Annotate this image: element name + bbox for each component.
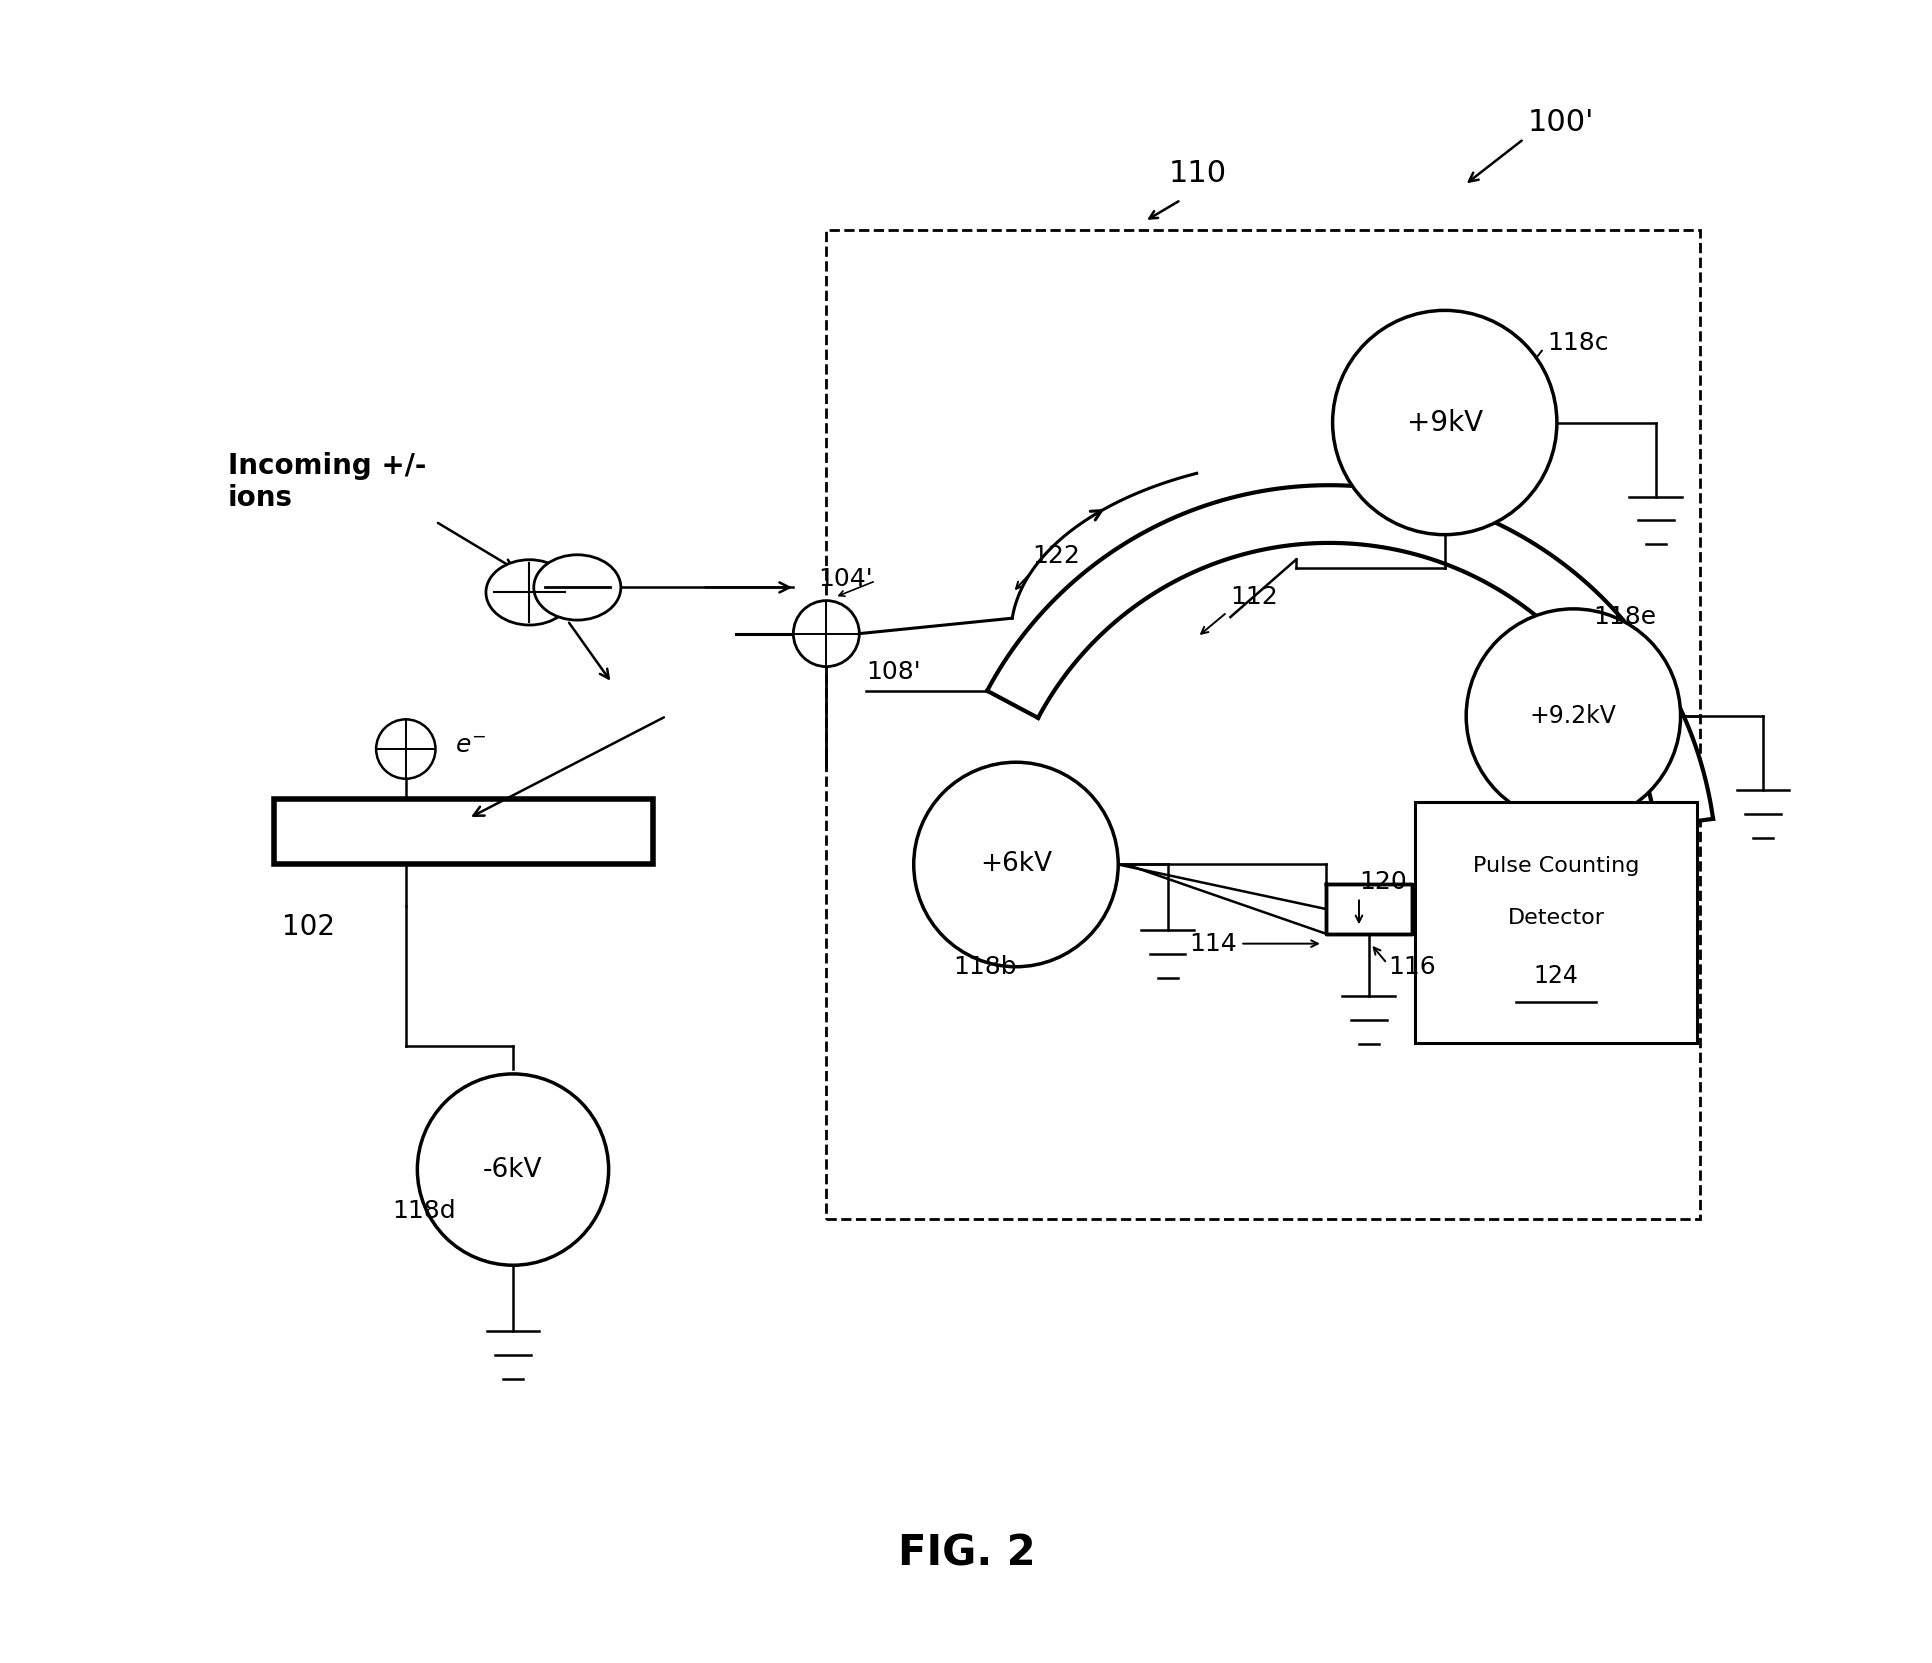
Text: 124: 124 (1532, 965, 1578, 988)
Text: 120: 120 (1358, 870, 1406, 895)
Text: 112: 112 (1231, 585, 1277, 609)
Text: +9kV: +9kV (1406, 409, 1482, 436)
FancyBboxPatch shape (274, 798, 653, 865)
Text: 116: 116 (1387, 955, 1435, 980)
Circle shape (1331, 311, 1555, 535)
Text: 118e: 118e (1592, 605, 1656, 629)
Text: -6kV: -6kV (483, 1156, 543, 1182)
Polygon shape (987, 486, 1712, 827)
Polygon shape (1325, 885, 1410, 933)
Ellipse shape (485, 560, 572, 625)
Text: 118b: 118b (952, 955, 1016, 980)
Text: 104': 104' (817, 567, 871, 590)
Text: +9.2kV: +9.2kV (1528, 703, 1615, 728)
Text: 110: 110 (1167, 160, 1225, 188)
Circle shape (792, 600, 860, 667)
Circle shape (377, 720, 435, 778)
Text: 122: 122 (1032, 544, 1080, 567)
Text: 100': 100' (1526, 108, 1592, 136)
Text: 118c: 118c (1546, 331, 1607, 356)
FancyBboxPatch shape (1414, 802, 1696, 1043)
Text: Incoming +/-
ions: Incoming +/- ions (228, 452, 425, 512)
Circle shape (417, 1074, 609, 1266)
Text: 102: 102 (282, 913, 334, 941)
Text: FIG. 2: FIG. 2 (896, 1533, 1036, 1575)
Text: 108': 108' (866, 660, 920, 683)
Text: $e^{-}$: $e^{-}$ (456, 733, 487, 758)
Text: Pulse Counting: Pulse Counting (1472, 856, 1638, 876)
Circle shape (1466, 609, 1679, 823)
Text: +6kV: +6kV (980, 851, 1051, 878)
Text: Detector: Detector (1507, 908, 1604, 928)
Ellipse shape (533, 555, 620, 620)
Text: 114: 114 (1188, 931, 1236, 956)
Text: 118d: 118d (392, 1199, 456, 1222)
Circle shape (914, 762, 1117, 966)
